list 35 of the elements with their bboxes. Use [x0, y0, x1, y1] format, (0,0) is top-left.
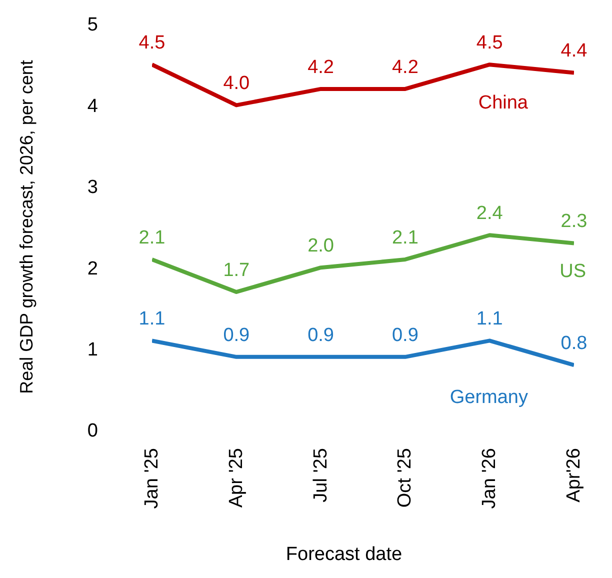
data-label: 1.1: [476, 308, 503, 330]
data-label: 2.1: [138, 227, 166, 248]
data-label: 2.4: [476, 203, 504, 224]
x-tick-label: Jul '25: [310, 448, 332, 502]
y-tick-label: 5: [87, 14, 98, 36]
y-axis-title: Real GDP growth forecast, 2026, per cent: [16, 60, 36, 394]
y-tick-label: 1: [87, 340, 98, 361]
data-label: 4.2: [308, 56, 334, 78]
data-label: 4.2: [392, 56, 418, 78]
data-label: 4.5: [476, 32, 503, 54]
data-label: 2.3: [560, 211, 588, 232]
y-tick-label: 3: [87, 177, 98, 198]
series-label: China: [478, 92, 528, 114]
y-tick-label: 4: [87, 96, 98, 117]
data-label: 0.9: [308, 324, 334, 346]
data-label: 0.9: [392, 324, 418, 346]
x-tick-label: Jan '26: [479, 448, 500, 509]
data-label: 4.5: [138, 32, 166, 54]
data-label: 1.7: [223, 260, 250, 281]
x-tick-label: Apr '25: [226, 448, 247, 508]
data-label: 0.8: [560, 333, 588, 354]
data-label: 4.4: [560, 40, 588, 62]
series-label: US: [560, 261, 586, 282]
series-label: Germany: [450, 387, 528, 408]
data-label: 2.1: [392, 227, 418, 248]
data-label: 0.9: [223, 324, 250, 346]
x-axis-title: Forecast date: [286, 544, 402, 565]
y-tick-label: 0: [87, 420, 98, 442]
y-tick-label: 2: [87, 258, 98, 280]
x-tick-label: Jan '25: [142, 448, 162, 509]
x-tick-label: Oct '25: [394, 448, 416, 508]
data-label: 4.0: [223, 73, 250, 94]
data-label: 2.0: [308, 236, 334, 257]
data-label: 1.1: [138, 308, 166, 330]
x-tick-label: Apr'26: [564, 448, 584, 502]
